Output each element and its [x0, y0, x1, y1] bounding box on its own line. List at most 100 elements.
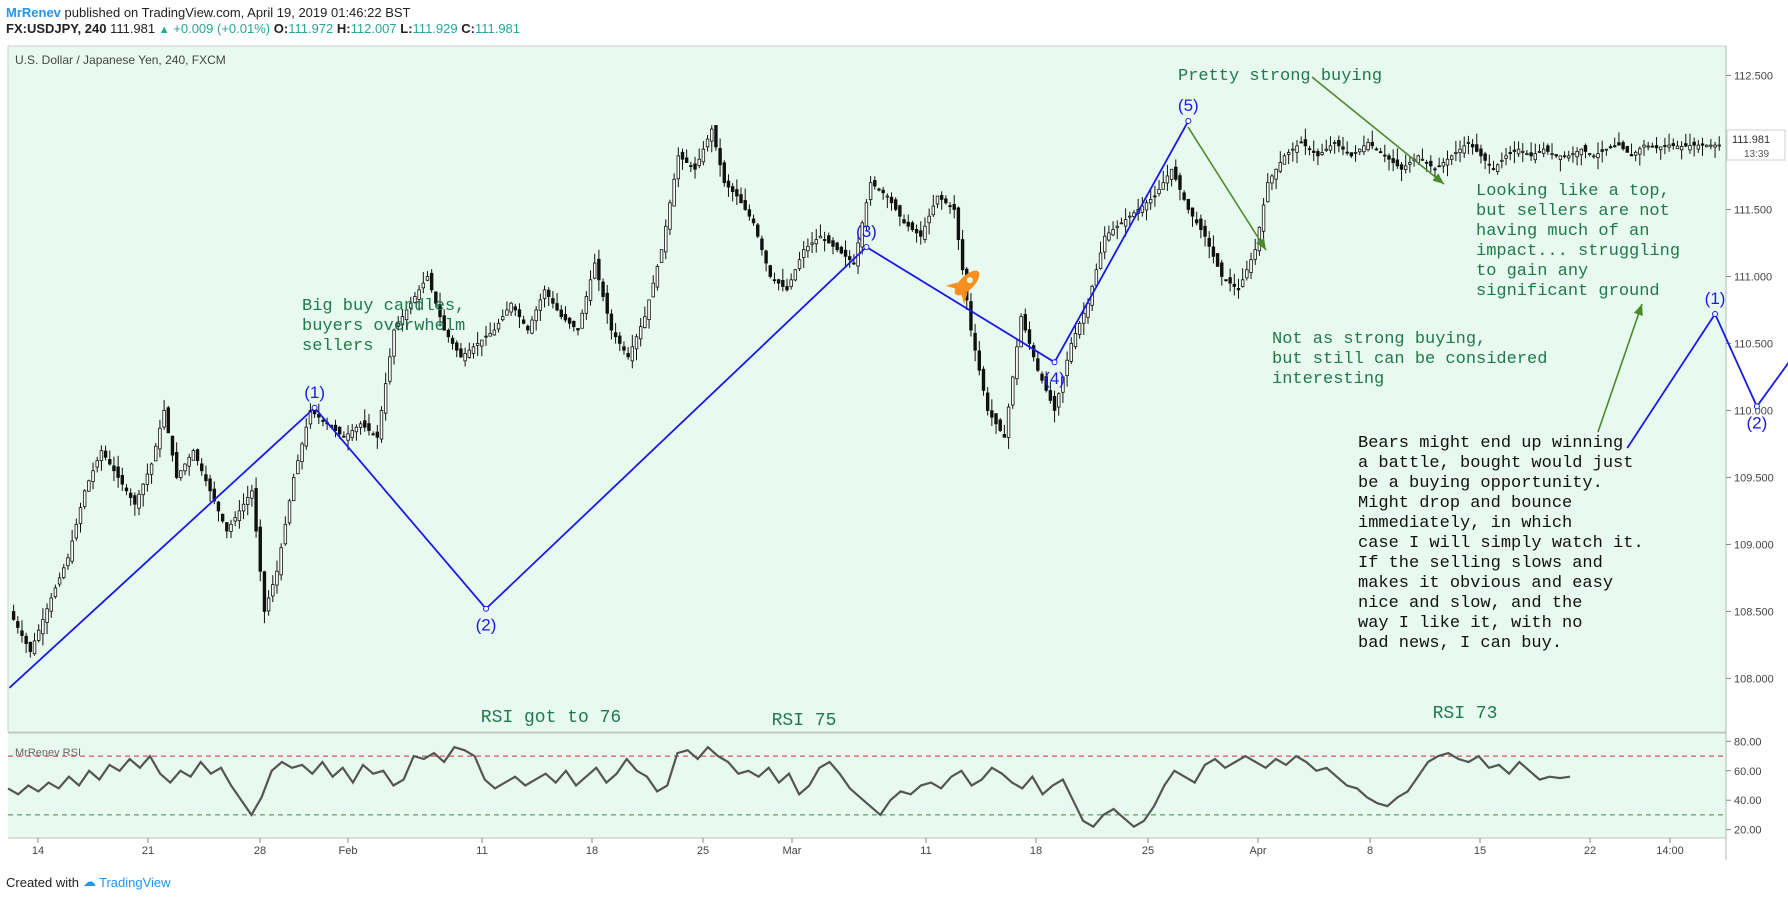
candle-body — [705, 138, 710, 148]
candle — [1383, 144, 1387, 163]
tradingview-link[interactable]: ☁ TradingView — [83, 874, 171, 890]
chart-canvas[interactable]: U.S. Dollar / Japanese Yen, 240, FXCM Mr… — [0, 0, 1788, 870]
candle-body — [1107, 232, 1111, 241]
author-name[interactable]: MrRenev — [6, 5, 61, 20]
candle — [1274, 168, 1278, 190]
rsi-series — [7, 745, 1726, 829]
candle — [1617, 132, 1621, 146]
candle-body — [49, 597, 53, 612]
candle — [492, 322, 497, 336]
candle-body — [145, 473, 150, 485]
candle-body — [475, 343, 480, 346]
annotation-arrows — [1187, 76, 1643, 433]
candle — [1098, 241, 1103, 270]
candle — [588, 270, 593, 306]
time-axis[interactable]: 14 21 28 Feb 11 18 25 Mar 11 18 25 Apr 8 15 22 14:00 — [32, 838, 1684, 857]
candle-body — [1437, 165, 1441, 168]
candle — [730, 183, 735, 202]
candle-body — [1709, 144, 1713, 147]
price-axis-label: 108.000 — [1734, 673, 1774, 685]
candle — [1044, 371, 1048, 393]
candle — [952, 195, 956, 219]
candle-body — [1111, 229, 1115, 236]
price-axis-label: 108.500 — [1734, 606, 1774, 618]
price-axis[interactable]: 112.500112.000111.500111.000110.500110.0… — [1726, 70, 1774, 685]
candle — [1395, 148, 1400, 169]
candle-body — [241, 503, 246, 512]
candle — [400, 309, 405, 332]
annotation-line: Big buy candles, — [302, 297, 465, 316]
candle — [158, 419, 162, 458]
candle-body — [609, 313, 614, 331]
candle — [49, 592, 53, 618]
annotation-line: way I like it, with no — [1358, 614, 1582, 633]
rsi-pane-background — [8, 734, 1726, 837]
candle-body — [1583, 145, 1588, 152]
rsi-axis-label: 40.00 — [1734, 795, 1762, 807]
candle — [137, 489, 141, 516]
candle-body — [467, 349, 471, 358]
candle-body — [36, 629, 41, 641]
candle-body — [1207, 237, 1211, 247]
candle — [651, 275, 655, 298]
candle-body — [1169, 168, 1174, 180]
candle — [429, 269, 434, 293]
candle-body — [112, 465, 116, 472]
candle-body — [246, 497, 250, 505]
candle-body — [1613, 145, 1617, 148]
candle-body — [346, 433, 350, 441]
candle-body — [509, 302, 513, 313]
candle-body — [158, 427, 162, 450]
candle-body — [1529, 152, 1533, 157]
candle-body — [434, 291, 438, 304]
annotation-line: having much of an — [1476, 222, 1649, 241]
candle-body — [797, 259, 802, 270]
published-info: published on TradingView.com, April 19, … — [64, 5, 411, 20]
last-price: 111.981 — [110, 21, 156, 36]
candle-body — [1470, 144, 1475, 148]
candle — [287, 498, 292, 526]
candle-body — [906, 221, 910, 227]
candle-body — [258, 526, 262, 572]
candle-body — [1266, 182, 1270, 203]
candle-body — [237, 510, 242, 522]
candle-body — [735, 189, 739, 197]
candle — [776, 278, 781, 291]
candle — [1366, 138, 1370, 152]
time-axis-label: 18 — [586, 845, 598, 857]
candle — [1228, 268, 1232, 292]
candle — [1709, 138, 1713, 150]
candle-body — [981, 368, 986, 391]
candle-body — [1349, 152, 1354, 157]
candle-body — [1358, 148, 1362, 153]
candle-body — [95, 460, 99, 468]
candle-body — [939, 195, 944, 200]
candle-body — [1374, 148, 1379, 151]
candle-body — [216, 501, 221, 512]
candle — [383, 372, 388, 421]
candle-body — [630, 346, 635, 362]
candle — [246, 485, 250, 516]
candle — [475, 331, 480, 356]
candle-body — [1224, 279, 1228, 282]
candle-body — [1332, 142, 1337, 144]
candle-body — [860, 222, 864, 248]
candle — [174, 442, 179, 480]
candle — [547, 287, 551, 306]
candle — [923, 217, 927, 243]
annotation-line: buyers overwhelm — [302, 317, 465, 336]
candle — [1608, 144, 1613, 149]
candle — [563, 306, 568, 323]
candle — [785, 278, 789, 292]
candle — [1684, 133, 1688, 148]
candle-body — [889, 196, 894, 204]
candle — [797, 251, 802, 271]
annotation-line: immediately, in which — [1358, 514, 1572, 533]
candle-body — [392, 329, 396, 357]
candle — [480, 339, 484, 357]
candle-body — [868, 182, 873, 200]
candle-body — [710, 128, 714, 142]
candle-body — [831, 240, 835, 247]
candle-body — [730, 186, 735, 192]
candle — [1391, 149, 1395, 172]
